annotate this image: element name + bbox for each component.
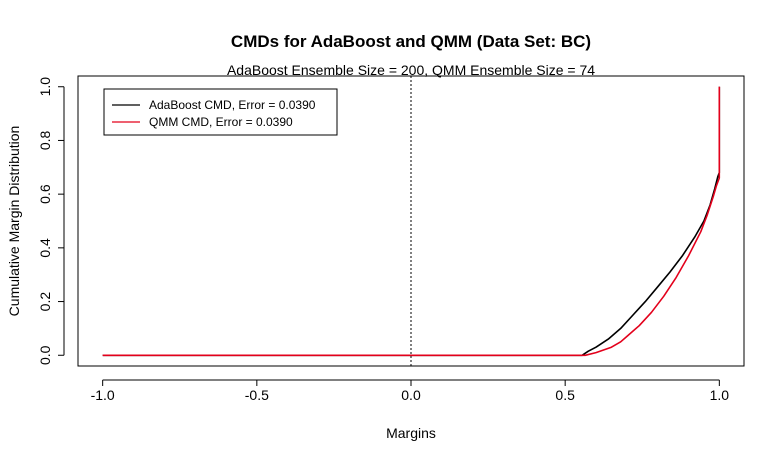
y-axis-label: Cumulative Margin Distribution (6, 126, 22, 317)
x-tick-label: 0.5 (555, 387, 575, 403)
x-tick-label: -1.0 (91, 387, 115, 403)
y-axis: 0.0 0.2 0.4 0.6 0.8 1.0 (37, 77, 65, 365)
chart-title: CMDs for AdaBoost and QMM (Data Set: BC) (231, 32, 591, 51)
series-line-qmm (102, 86, 721, 357)
x-tick-label: -0.5 (245, 387, 269, 403)
y-tick-label: 0.0 (37, 345, 53, 365)
series-layer (102, 86, 721, 357)
x-tick-label: 1.0 (710, 387, 730, 403)
legend-label-adaboost: AdaBoost CMD, Error = 0.0390 (149, 98, 316, 112)
x-axis-label: Margins (386, 425, 436, 441)
x-tick-label: 0.0 (401, 387, 421, 403)
series-line-adaboost (102, 86, 721, 357)
legend: AdaBoost CMD, Error = 0.0390 QMM CMD, Er… (103, 88, 338, 136)
legend-label-qmm: QMM CMD, Error = 0.0390 (149, 115, 293, 129)
x-axis: -1.0 -0.5 0.0 0.5 1.0 (91, 379, 730, 403)
y-tick-label: 0.2 (37, 292, 53, 312)
chart-subtitle: AdaBoost Ensemble Size = 200, QMM Ensemb… (227, 62, 595, 78)
y-tick-label: 1.0 (37, 77, 53, 97)
y-tick-label: 0.4 (37, 238, 53, 258)
y-tick-label: 0.6 (37, 184, 53, 204)
legend-box (103, 88, 338, 136)
y-tick-label: 0.8 (37, 130, 53, 150)
